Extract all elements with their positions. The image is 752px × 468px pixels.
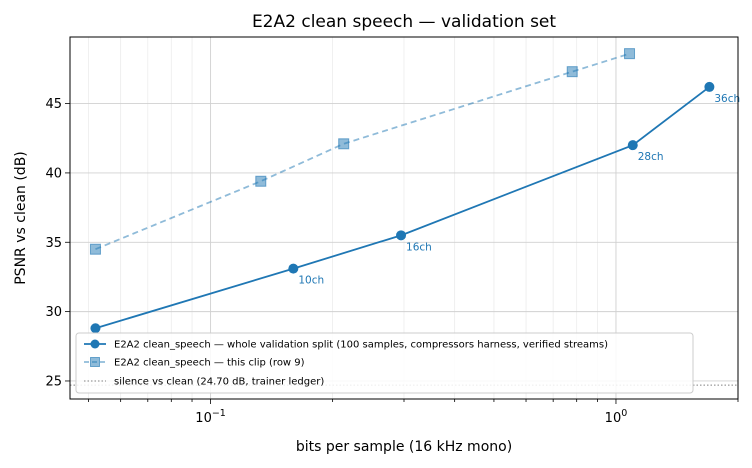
data-label: 36ch <box>714 93 740 105</box>
legend-marker-series-1 <box>90 339 100 349</box>
data-label: 28ch <box>638 151 664 163</box>
series-1: 10ch 16ch 28ch 36ch <box>90 81 740 334</box>
x-tick-label: 100 <box>605 408 628 426</box>
x-axis-label: bits per sample (16 kHz mono) <box>296 439 512 455</box>
x-tick-label: 10−1 <box>195 408 226 426</box>
data-point <box>89 243 101 255</box>
series-layer: 10ch 16ch 28ch 36ch <box>89 48 740 334</box>
data-point <box>624 48 636 60</box>
series-2 <box>89 48 636 255</box>
chart-title: E2A2 clean speech — validation set <box>252 12 556 32</box>
y-tick-label: 35 <box>45 236 62 251</box>
y-tick-label: 30 <box>45 305 62 320</box>
data-point <box>396 230 407 241</box>
data-point <box>255 175 267 187</box>
data-point <box>90 323 101 334</box>
data-point <box>566 66 578 78</box>
data-label: 16ch <box>406 241 432 253</box>
legend-label-reference: silence vs clean (24.70 dB, trainer ledg… <box>114 377 324 388</box>
axis-ticks: 25 30 35 40 45 10−1 100 <box>45 97 739 426</box>
y-axis-label: PSNR vs clean (dB) <box>13 151 29 285</box>
data-point <box>627 140 638 151</box>
data-point <box>288 263 299 274</box>
legend-label-series-2: E2A2 clean_speech — this clip (row 9) <box>114 358 305 369</box>
legend-box <box>75 332 694 394</box>
legend-label-series-1: E2A2 clean_speech — whole validation spl… <box>114 340 608 351</box>
y-tick-label: 25 <box>45 374 62 389</box>
data-label: 10ch <box>298 275 324 287</box>
legend: E2A2 clean_speech — whole validation spl… <box>75 332 694 394</box>
y-tick-label: 45 <box>45 97 62 112</box>
data-point <box>338 138 350 150</box>
y-tick-label: 40 <box>45 166 62 181</box>
legend-marker-series-2 <box>90 357 100 367</box>
data-point <box>704 81 715 92</box>
